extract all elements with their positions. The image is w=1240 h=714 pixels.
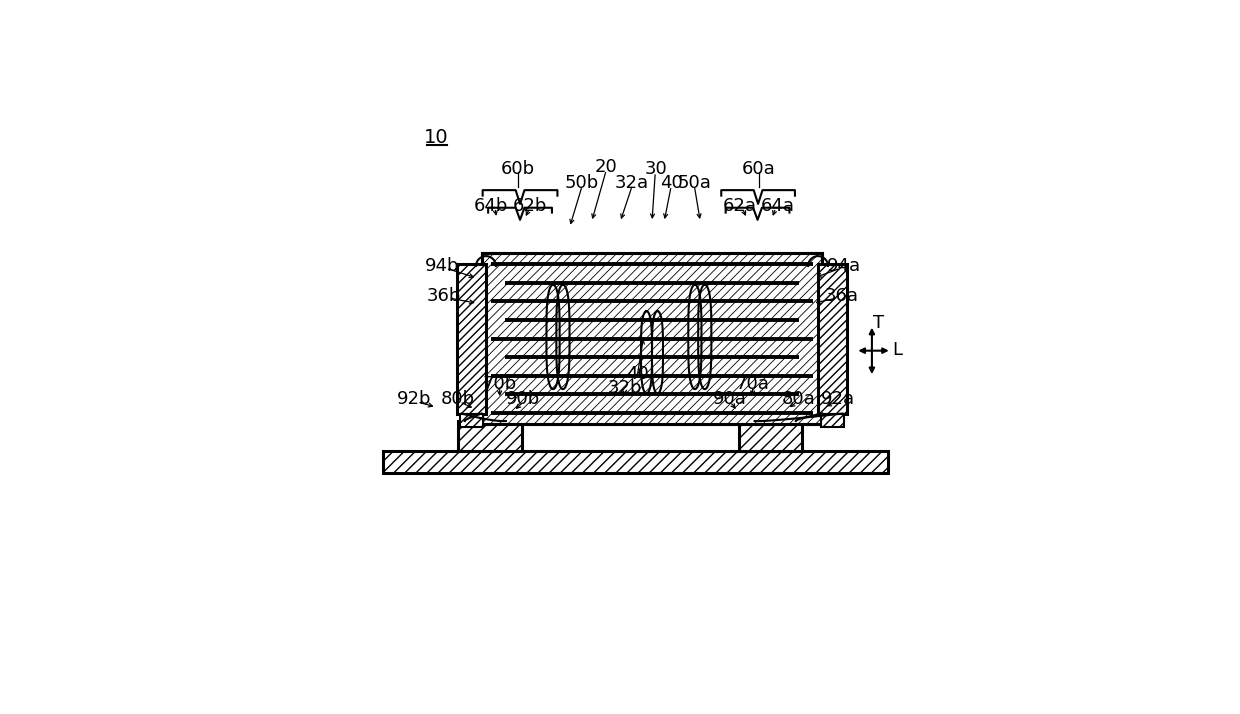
Text: 60b: 60b (501, 160, 534, 178)
Text: 40: 40 (626, 365, 649, 383)
Bar (481, 253, 822, 424)
Bar (481, 253, 822, 424)
Text: 64b: 64b (474, 196, 508, 214)
Bar (821, 413, 843, 427)
Text: 50a: 50a (677, 174, 712, 192)
Text: 20: 20 (595, 158, 618, 176)
Bar (459, 421, 522, 451)
Text: 90a: 90a (713, 390, 746, 408)
Bar (383, 451, 888, 473)
Text: 62b: 62b (513, 196, 547, 214)
Text: 32b: 32b (608, 379, 642, 397)
Bar (818, 263, 847, 413)
Bar (739, 421, 802, 451)
Text: 92b: 92b (397, 390, 432, 408)
Bar (458, 263, 486, 413)
Text: 40: 40 (660, 174, 682, 192)
Text: 64a: 64a (761, 196, 795, 214)
Text: 10: 10 (424, 128, 449, 147)
Text: 32a: 32a (615, 174, 650, 192)
Text: 62a: 62a (723, 196, 756, 214)
Text: 36b: 36b (427, 287, 461, 305)
Text: 90b: 90b (506, 390, 541, 408)
Text: 94a: 94a (827, 257, 862, 275)
Text: 80b: 80b (441, 390, 475, 408)
Text: 30: 30 (645, 160, 668, 178)
Text: 80a: 80a (782, 390, 816, 408)
Text: 94b: 94b (425, 257, 459, 275)
Bar (460, 413, 484, 427)
Text: 50b: 50b (565, 174, 599, 192)
Text: 92a: 92a (821, 390, 856, 408)
Bar (481, 253, 822, 424)
Text: 60a: 60a (742, 160, 775, 178)
Text: 70b: 70b (482, 375, 517, 393)
Text: 36a: 36a (825, 287, 858, 305)
Text: 70a: 70a (735, 375, 770, 393)
Text: T: T (873, 314, 884, 332)
Text: L: L (893, 341, 903, 358)
